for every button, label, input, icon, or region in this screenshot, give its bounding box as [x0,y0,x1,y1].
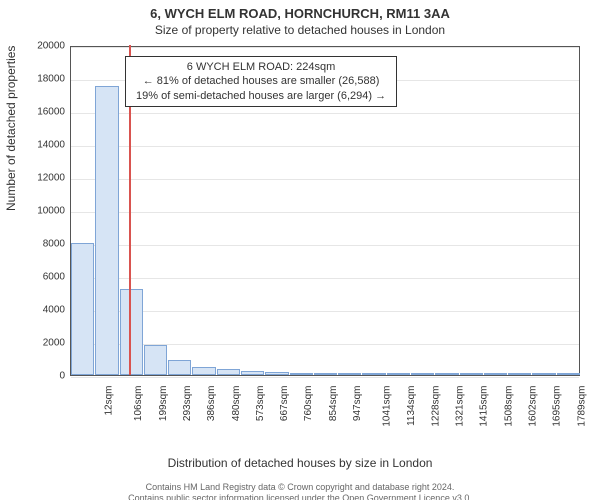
gridline [71,278,579,279]
gridline [71,311,579,312]
gridline [71,212,579,213]
chart-subtitle: Size of property relative to detached ho… [0,23,600,37]
x-tick-label: 480sqm [231,386,242,422]
attribution-line-1: Contains HM Land Registry data © Crown c… [0,482,600,493]
attribution-line-2: Contains public sector information licen… [0,493,600,500]
x-tick-label: 293sqm [182,386,193,422]
histogram-bar [508,373,531,375]
x-tick-label: 573sqm [255,386,266,422]
annotation-line-2: ← 81% of detached houses are smaller (26… [136,74,386,88]
histogram-bar [95,86,118,375]
y-tick-label: 20000 [25,41,65,52]
chart-container: 6, WYCH ELM ROAD, HORNCHURCH, RM11 3AA S… [0,6,600,500]
histogram-bar [168,360,191,375]
x-tick-label: 1321sqm [455,386,466,427]
histogram-bar [265,372,288,375]
annotation-line-3: 19% of semi-detached houses are larger (… [136,89,386,103]
x-tick-label: 1228sqm [430,386,441,427]
histogram-bar [241,371,264,375]
y-tick-label: 0 [25,371,65,382]
y-tick-label: 10000 [25,206,65,217]
histogram-bar [314,373,337,375]
histogram-bar [217,369,240,375]
histogram-bar [362,373,385,375]
x-tick-label: 947sqm [352,386,363,422]
histogram-bar [435,373,458,375]
annotation-line-1: 6 WYCH ELM ROAD: 224sqm [136,60,386,74]
x-tick-label: 1789sqm [576,386,587,427]
annotation-box: 6 WYCH ELM ROAD: 224sqm ← 81% of detache… [125,56,397,107]
gridline [71,377,579,378]
y-tick-label: 6000 [25,272,65,283]
x-axis-label: Distribution of detached houses by size … [0,456,600,470]
x-tick-label: 386sqm [206,386,217,422]
y-tick-label: 2000 [25,338,65,349]
histogram-bar [484,373,507,375]
attribution: Contains HM Land Registry data © Crown c… [0,482,600,500]
x-tick-label: 854sqm [328,386,339,422]
x-tick-label: 12sqm [104,386,115,416]
histogram-bar [71,243,94,375]
histogram-bar [387,373,410,375]
gridline [71,245,579,246]
y-tick-label: 12000 [25,173,65,184]
gridline [71,179,579,180]
histogram-bar [144,345,167,375]
x-tick-label: 1508sqm [503,386,514,427]
histogram-bar [290,373,313,375]
y-tick-label: 4000 [25,305,65,316]
x-tick-label: 1602sqm [528,386,539,427]
y-tick-label: 16000 [25,107,65,118]
histogram-bar [120,289,143,375]
x-tick-label: 1695sqm [552,386,563,427]
x-tick-label: 760sqm [304,386,315,422]
x-tick-label: 106sqm [134,386,145,422]
gridline [71,47,579,48]
y-tick-label: 18000 [25,74,65,85]
histogram-bar [192,367,215,375]
histogram-bar [411,373,434,375]
y-tick-label: 8000 [25,239,65,250]
histogram-bar [460,373,483,375]
histogram-bar [557,373,580,375]
x-tick-label: 1134sqm [405,386,416,426]
histogram-bar [338,373,361,375]
x-tick-label: 1041sqm [382,386,393,427]
histogram-bar [532,373,555,375]
chart-title: 6, WYCH ELM ROAD, HORNCHURCH, RM11 3AA [0,6,600,21]
gridline [71,146,579,147]
x-tick-label: 667sqm [279,386,290,422]
gridline [71,113,579,114]
y-axis-label: Number of detached properties [4,46,18,211]
x-tick-label: 1415sqm [479,386,490,427]
y-tick-label: 14000 [25,140,65,151]
x-tick-label: 199sqm [158,386,169,422]
